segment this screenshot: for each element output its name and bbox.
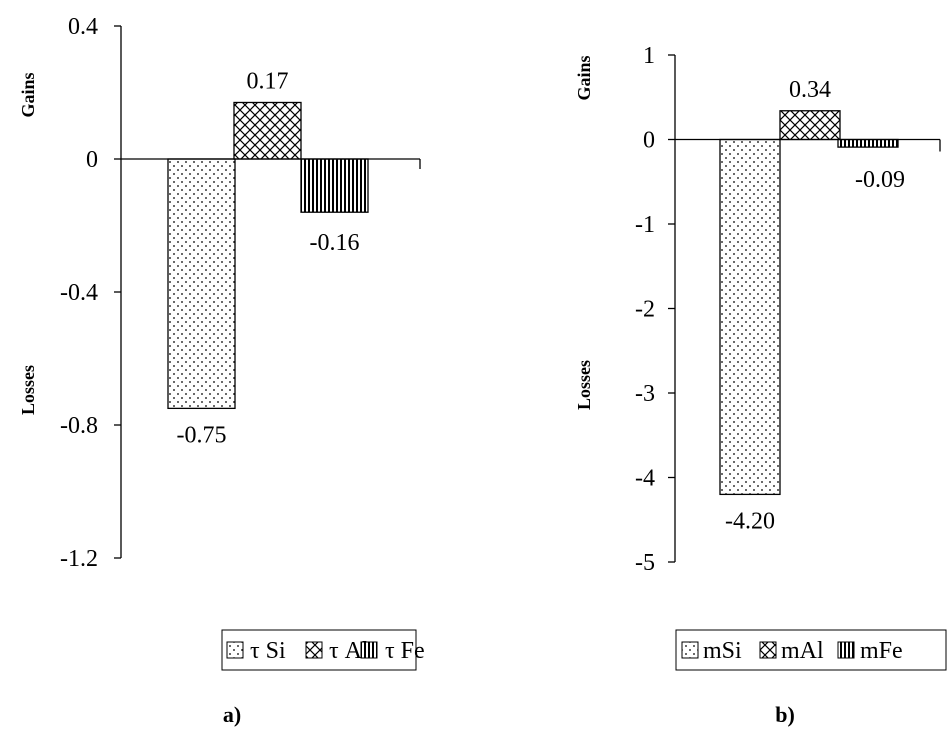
panel-a-y-tick-label: 0 bbox=[86, 147, 98, 173]
panel-b-label: b) bbox=[775, 702, 795, 727]
panel-a-data-label: -0.16 bbox=[310, 230, 360, 256]
panel-a-bar-τsi bbox=[167, 158, 236, 410]
panel-a-legend-swatch bbox=[226, 641, 244, 659]
panel-a-legend-swatch bbox=[305, 641, 323, 659]
panel-b-data-label: 0.34 bbox=[789, 77, 831, 103]
panel-a-data-label: -0.75 bbox=[177, 422, 227, 448]
panel-a-gains-label: Gains bbox=[18, 72, 38, 117]
panel-a-y-tick-label: -0.4 bbox=[60, 280, 98, 306]
panel-b-legend-swatch bbox=[759, 641, 777, 659]
panel-b-gains-label: Gains bbox=[574, 55, 594, 100]
panel-b-y-tick-label: -5 bbox=[635, 550, 655, 576]
panel-a-legend-swatch bbox=[360, 641, 378, 659]
panel-b-legend-swatch bbox=[837, 641, 855, 659]
panel-a-legend-label: τ Si bbox=[250, 638, 286, 664]
panel-a-label: a) bbox=[223, 702, 241, 727]
panel-b-legend-swatch bbox=[681, 641, 699, 659]
panel-a-bar-τal bbox=[233, 101, 302, 160]
panel-b-legend-label: mSi bbox=[703, 638, 742, 664]
panel-b-data-label: -0.09 bbox=[855, 167, 905, 193]
panel-a-losses-label: Losses bbox=[18, 365, 38, 415]
panel-b-bar-mal bbox=[779, 110, 841, 141]
panel-b-y-tick-label: -3 bbox=[635, 381, 655, 407]
panel-b-y-tick-label: -2 bbox=[635, 297, 655, 323]
panel-b-bar-mfe bbox=[837, 138, 899, 148]
panel-b-legend-label: mFe bbox=[860, 638, 903, 664]
panel-b-bar-msi bbox=[719, 138, 781, 496]
panel-b-legend-box bbox=[675, 629, 947, 671]
panel-b-losses-label: Losses bbox=[574, 360, 594, 410]
panel-a-y-tick-label: -0.8 bbox=[60, 413, 98, 439]
panel-a-bar-τfe bbox=[300, 158, 369, 213]
panel-b-y-tick-label: -1 bbox=[635, 212, 655, 238]
panel-b-y-tick-label: 1 bbox=[643, 43, 655, 69]
panel-b-y-tick-label: 0 bbox=[643, 128, 655, 154]
panel-a-legend-label: τ Fe bbox=[385, 638, 425, 664]
panel-b-legend-label: mAl bbox=[781, 638, 824, 664]
panel-a-y-tick-label: 0.4 bbox=[68, 14, 98, 40]
panel-a-data-label: 0.17 bbox=[247, 68, 289, 94]
panel-b-y-tick-label: -4 bbox=[635, 466, 655, 492]
panel-b-data-label: -4.20 bbox=[725, 508, 775, 534]
panel-a-y-tick-label: -1.2 bbox=[60, 546, 98, 572]
